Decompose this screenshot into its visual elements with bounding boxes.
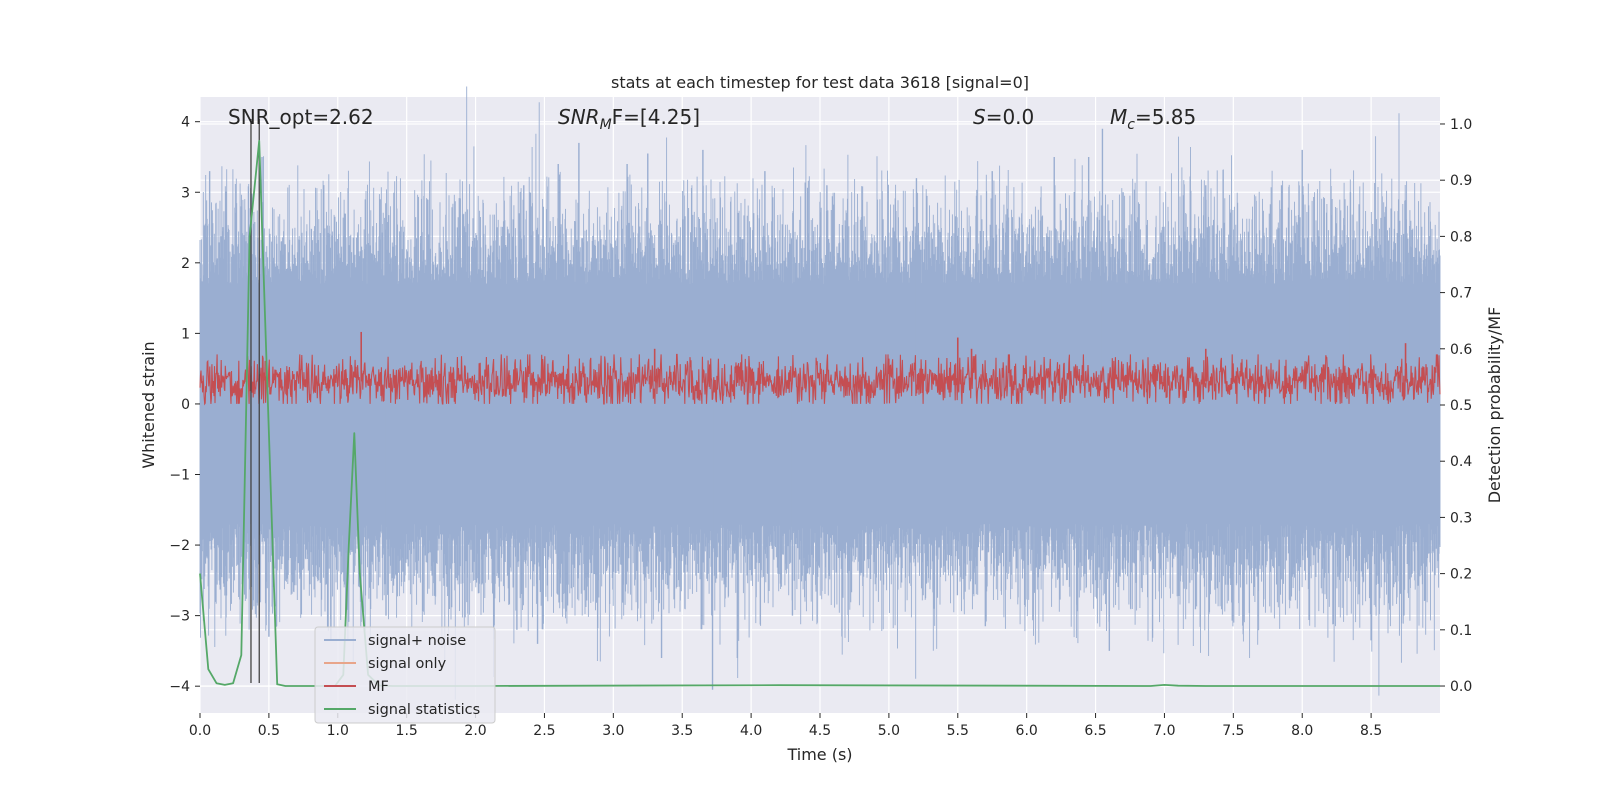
y-tick-label: −2 [169, 538, 190, 554]
legend-label-stats: signal statistics [368, 702, 480, 718]
x-tick-label: 7.0 [1153, 723, 1175, 739]
annotation-mc: Mc=5.85 [1110, 105, 1196, 133]
y2-tick-label: 0.7 [1450, 286, 1472, 302]
y2-tick-label: 0.0 [1450, 679, 1472, 695]
y-tick-label: 4 [181, 115, 190, 131]
mf-line [199, 353, 1441, 406]
x-tick-label: 0.5 [258, 723, 280, 739]
chart-title: stats at each timestep for test data 361… [611, 73, 1029, 92]
x-tick-label: 5.5 [947, 723, 969, 739]
y2-tick-label: 0.1 [1450, 623, 1472, 639]
y-axis-ticks: 4 3 2 1 0 −1 −2 −3 −4 [169, 115, 200, 695]
y-tick-label: −3 [169, 609, 190, 625]
annotation-snr-opt: SNR_opt=2.62 [228, 105, 374, 129]
y2-axis-ticks: 1.0 0.9 0.8 0.7 0.6 0.5 0.4 0.3 0.2 0.1 0.0 [1440, 117, 1472, 695]
x-tick-label: 6.5 [1084, 723, 1106, 739]
legend-label-noise: signal+ noise [368, 633, 466, 649]
x-tick-label: 3.0 [602, 723, 624, 739]
x-axis-ticks: 0.0 0.5 1.0 1.5 2.0 2.5 3.0 3.5 4.0 4.5 5.0 5.5 6.0 6… [189, 713, 1382, 739]
x-tick-label: 1.0 [327, 723, 349, 739]
y-tick-label: −4 [169, 679, 190, 695]
x-tick-label: 1.5 [396, 723, 418, 739]
y-tick-label: 3 [181, 185, 190, 201]
annotation-snr-mf: SNRMF=[4.25] [558, 105, 700, 133]
y2-tick-label: 0.6 [1450, 342, 1472, 358]
legend-box [314, 626, 496, 724]
legend: signal+ noise signal only MF signal stat… [314, 626, 496, 724]
y-axis-title: Whitened strain [139, 341, 158, 468]
x-tick-label: 3.5 [671, 723, 693, 739]
x-axis-title: Time (s) [786, 745, 852, 764]
y2-tick-label: 1.0 [1450, 117, 1472, 133]
y2-tick-label: 0.2 [1450, 567, 1472, 583]
x-tick-label: 2.0 [464, 723, 486, 739]
y-tick-label: 0 [181, 397, 190, 413]
y-tick-label: 2 [181, 256, 190, 272]
y2-tick-label: 0.4 [1450, 454, 1472, 470]
legend-label-signal: signal only [368, 656, 447, 672]
x-tick-label: 5.0 [878, 723, 900, 739]
x-tick-label: 6.0 [1016, 723, 1038, 739]
x-tick-label: 2.5 [533, 723, 555, 739]
legend-label-mf: MF [368, 679, 389, 695]
annotation-s: S=0.0 [973, 105, 1034, 129]
y2-tick-label: 0.3 [1450, 510, 1472, 526]
x-tick-label: 8.0 [1291, 723, 1313, 739]
y2-axis-title: Detection probability/MF [1485, 307, 1504, 504]
x-tick-label: 4.0 [740, 723, 762, 739]
marker-lines [250, 119, 260, 683]
x-tick-label: 0.0 [189, 723, 211, 739]
x-tick-label: 8.5 [1360, 723, 1382, 739]
y2-tick-label: 0.8 [1450, 229, 1472, 245]
y2-tick-label: 0.5 [1450, 398, 1472, 414]
y-tick-label: 1 [181, 326, 190, 342]
x-tick-label: 4.5 [809, 723, 831, 739]
mf-trace [199, 331, 1441, 406]
y-tick-label: −1 [169, 468, 190, 484]
y2-tick-label: 0.9 [1450, 173, 1472, 189]
x-tick-label: 7.5 [1222, 723, 1244, 739]
